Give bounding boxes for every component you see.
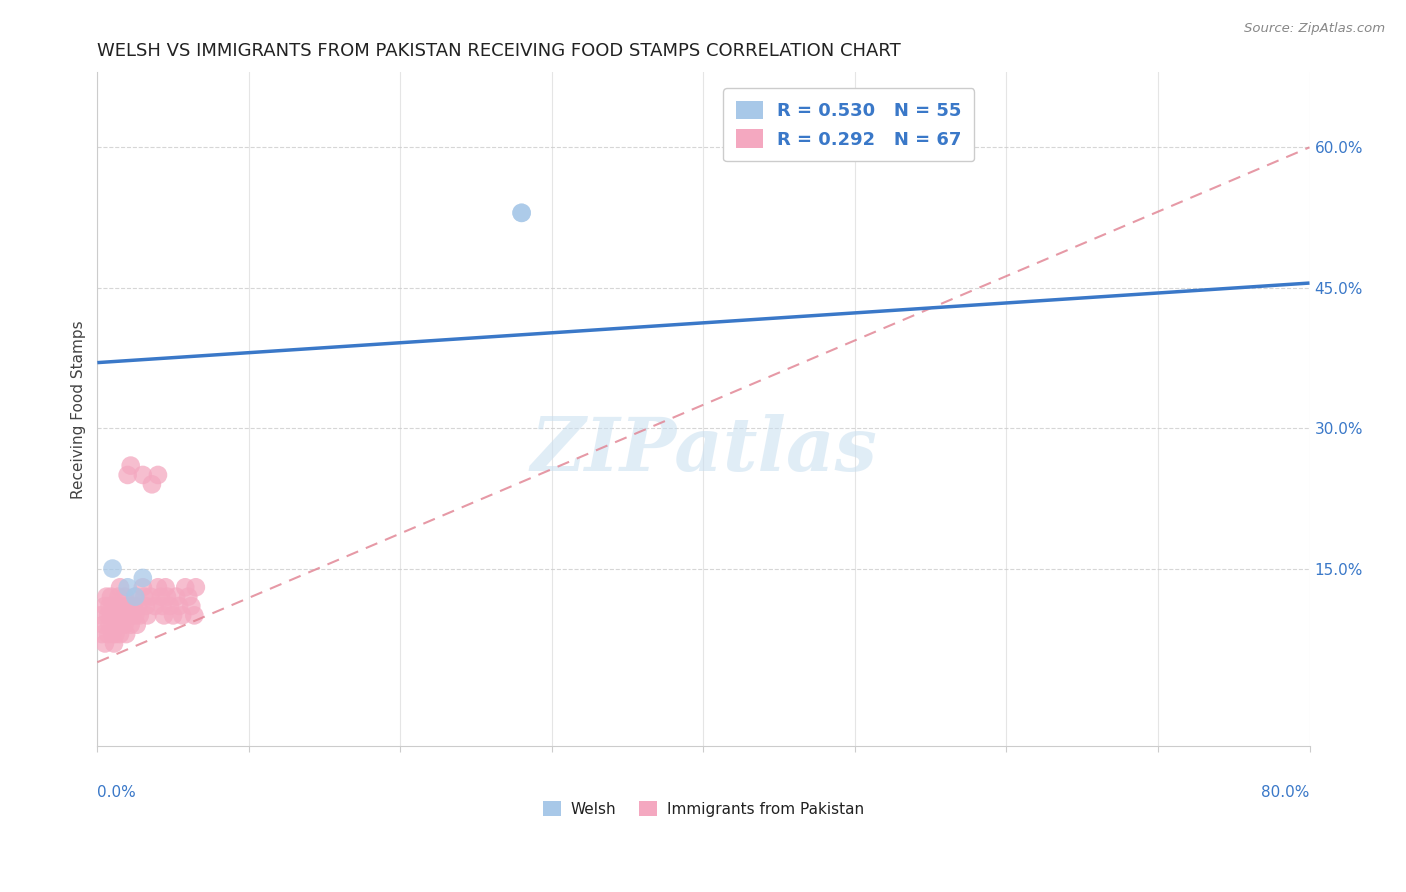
Point xyxy=(136,608,159,623)
Text: ZIPatlas: ZIPatlas xyxy=(530,414,877,486)
Point xyxy=(110,617,132,632)
Text: 80.0%: 80.0% xyxy=(1261,785,1309,800)
Point xyxy=(177,590,200,604)
Point xyxy=(121,608,143,623)
Point xyxy=(117,467,139,482)
Point xyxy=(104,608,127,623)
Point xyxy=(156,590,179,604)
Point xyxy=(97,627,120,641)
Point xyxy=(127,599,149,613)
Point xyxy=(134,590,156,604)
Point xyxy=(94,636,117,650)
Point xyxy=(141,477,163,491)
Text: 0.0%: 0.0% xyxy=(97,785,136,800)
Point xyxy=(96,590,118,604)
Point xyxy=(101,599,124,613)
Point xyxy=(135,599,157,613)
Point xyxy=(104,627,127,641)
Point xyxy=(101,561,124,575)
Point xyxy=(150,590,173,604)
Point xyxy=(94,599,117,613)
Point xyxy=(146,580,169,594)
Point xyxy=(143,599,166,613)
Point xyxy=(174,580,197,594)
Point xyxy=(112,608,135,623)
Point xyxy=(108,627,131,641)
Point xyxy=(120,617,142,632)
Point xyxy=(120,458,142,473)
Point xyxy=(132,467,155,482)
Point xyxy=(108,580,131,594)
Point xyxy=(98,617,121,632)
Point xyxy=(132,580,155,594)
Y-axis label: Receiving Food Stamps: Receiving Food Stamps xyxy=(72,320,86,499)
Point xyxy=(146,467,169,482)
Point xyxy=(107,590,129,604)
Point xyxy=(184,580,207,594)
Point xyxy=(125,617,148,632)
Point xyxy=(124,590,146,604)
Point xyxy=(100,590,122,604)
Point xyxy=(93,617,115,632)
Point xyxy=(159,599,181,613)
Text: WELSH VS IMMIGRANTS FROM PAKISTAN RECEIVING FOOD STAMPS CORRELATION CHART: WELSH VS IMMIGRANTS FROM PAKISTAN RECEIV… xyxy=(97,42,901,60)
Point xyxy=(105,617,128,632)
Point xyxy=(117,608,139,623)
Point xyxy=(132,571,155,585)
Point xyxy=(510,206,533,220)
Point xyxy=(103,636,125,650)
Legend: Welsh, Immigrants from Pakistan: Welsh, Immigrants from Pakistan xyxy=(537,795,870,822)
Point xyxy=(180,599,202,613)
Point xyxy=(89,608,111,623)
Point xyxy=(128,608,150,623)
Text: Source: ZipAtlas.com: Source: ZipAtlas.com xyxy=(1244,22,1385,36)
Point xyxy=(124,608,146,623)
Point xyxy=(100,608,122,623)
Point xyxy=(117,580,139,594)
Point xyxy=(139,590,162,604)
Point xyxy=(97,608,120,623)
Point xyxy=(165,590,187,604)
Point xyxy=(98,599,121,613)
Point xyxy=(122,599,145,613)
Point xyxy=(114,590,136,604)
Point xyxy=(153,608,176,623)
Point xyxy=(155,580,177,594)
Point xyxy=(108,608,131,623)
Point xyxy=(183,608,205,623)
Point xyxy=(107,599,129,613)
Point xyxy=(162,608,184,623)
Point xyxy=(152,599,174,613)
Point xyxy=(114,617,136,632)
Point xyxy=(172,608,194,623)
Point xyxy=(101,627,124,641)
Point xyxy=(124,590,146,604)
Point xyxy=(510,206,533,220)
Point xyxy=(110,599,132,613)
Point xyxy=(90,627,112,641)
Point xyxy=(101,617,124,632)
Point xyxy=(167,599,190,613)
Point xyxy=(118,599,141,613)
Point xyxy=(115,627,138,641)
